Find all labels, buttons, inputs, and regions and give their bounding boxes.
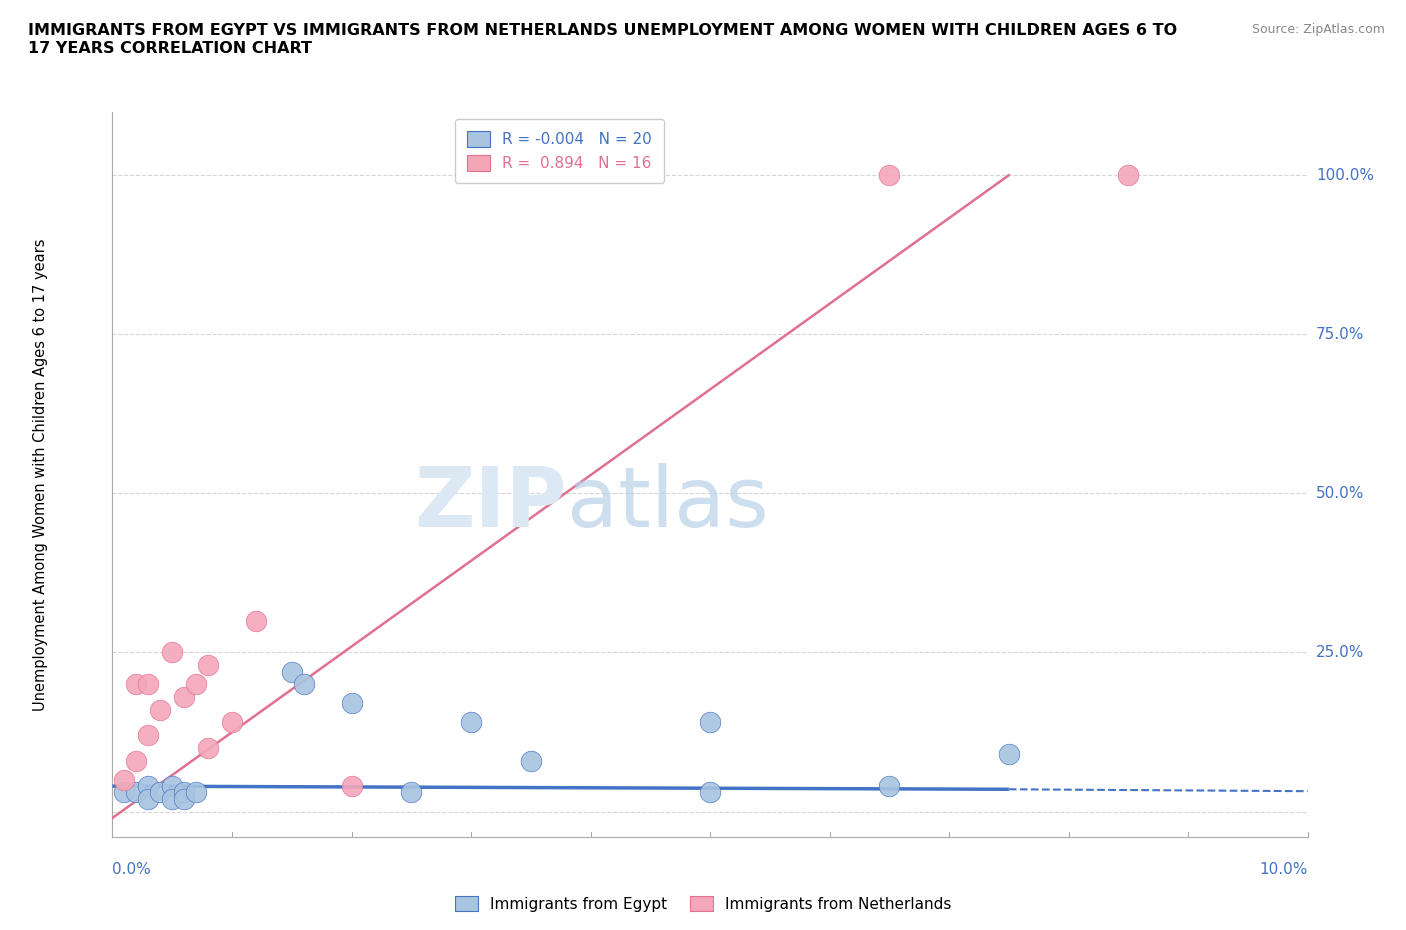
Point — [186, 785, 208, 800]
Text: ZIP: ZIP — [415, 463, 567, 544]
Point — [401, 785, 423, 800]
Point — [173, 785, 195, 800]
Point — [162, 645, 183, 660]
Point — [197, 658, 219, 672]
Point — [149, 785, 172, 800]
Point — [281, 664, 304, 679]
Text: Unemployment Among Women with Children Ages 6 to 17 years: Unemployment Among Women with Children A… — [34, 238, 48, 711]
Point — [699, 785, 721, 800]
Text: IMMIGRANTS FROM EGYPT VS IMMIGRANTS FROM NETHERLANDS UNEMPLOYMENT AMONG WOMEN WI: IMMIGRANTS FROM EGYPT VS IMMIGRANTS FROM… — [28, 23, 1177, 56]
Point — [173, 689, 195, 704]
Point — [877, 167, 901, 182]
Point — [340, 696, 363, 711]
Text: 100.0%: 100.0% — [1316, 167, 1374, 182]
Point — [173, 791, 195, 806]
Point — [138, 728, 160, 743]
Text: Source: ZipAtlas.com: Source: ZipAtlas.com — [1251, 23, 1385, 36]
Point — [221, 715, 243, 730]
Point — [138, 778, 160, 793]
Text: 10.0%: 10.0% — [1260, 862, 1308, 877]
Point — [114, 785, 135, 800]
Point — [460, 715, 482, 730]
Point — [197, 740, 219, 755]
Point — [138, 791, 160, 806]
Point — [125, 677, 148, 692]
Text: 25.0%: 25.0% — [1316, 645, 1364, 660]
Point — [520, 753, 543, 768]
Point — [114, 772, 135, 787]
Point — [998, 747, 1021, 762]
Point — [340, 778, 363, 793]
Legend: Immigrants from Egypt, Immigrants from Netherlands: Immigrants from Egypt, Immigrants from N… — [449, 889, 957, 918]
Text: 0.0%: 0.0% — [112, 862, 152, 877]
Point — [245, 613, 267, 628]
Text: 75.0%: 75.0% — [1316, 326, 1364, 342]
Point — [138, 677, 160, 692]
Point — [699, 715, 721, 730]
Point — [162, 791, 183, 806]
Text: atlas: atlas — [567, 463, 768, 544]
Point — [162, 778, 183, 793]
Point — [1118, 167, 1140, 182]
Point — [186, 677, 208, 692]
Point — [292, 677, 315, 692]
Point — [125, 753, 148, 768]
Legend: R = -0.004   N = 20, R =  0.894   N = 16: R = -0.004 N = 20, R = 0.894 N = 16 — [454, 119, 664, 183]
Point — [125, 785, 148, 800]
Point — [149, 702, 172, 717]
Text: 50.0%: 50.0% — [1316, 485, 1364, 501]
Point — [877, 778, 901, 793]
